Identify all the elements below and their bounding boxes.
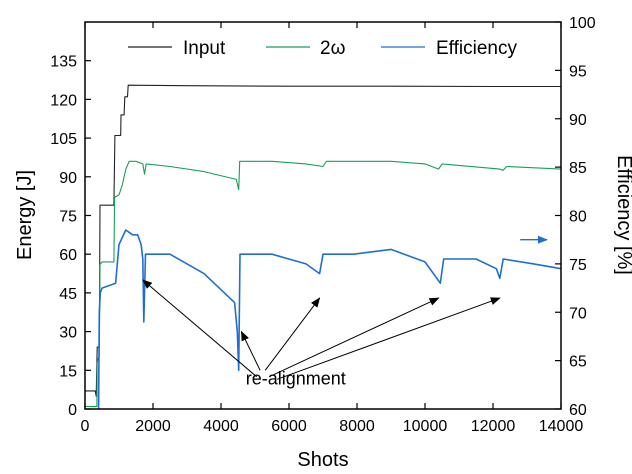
- re-alignment-label: re-alignment: [246, 368, 346, 388]
- y-left-tick-label: 90: [59, 170, 77, 187]
- y-left-tick-label: 105: [50, 131, 77, 148]
- y-right-tick-label: 85: [569, 160, 587, 177]
- y-right-tick-label: 100: [569, 15, 596, 32]
- re-alignment-arrow: [271, 297, 440, 376]
- y-axis-left-title: Energy [J]: [14, 170, 36, 260]
- y-left-tick-label: 120: [50, 92, 77, 109]
- legend-label-2omega: 2ω: [320, 38, 346, 59]
- y-left-tick-label: 75: [59, 209, 77, 226]
- series-layer: [85, 84, 562, 410]
- y-right-tick-label: 80: [569, 209, 587, 226]
- series-line-input: [85, 84, 561, 397]
- y-right-tick-label: 90: [569, 112, 587, 129]
- x-tick-label: 8000: [339, 418, 375, 435]
- y-left-tick-label: 135: [50, 54, 77, 71]
- x-tick-label: 0: [81, 418, 90, 435]
- re-alignment-arrow: [276, 297, 501, 380]
- re-alignment-arrow: [240, 330, 261, 371]
- y-left-tick-label: 15: [59, 363, 77, 380]
- ticks-layer: 0 2000 4000 6000 8000 10000 12000 14000 0 15 30 45 6…: [50, 15, 596, 435]
- y-left-tick-label: 60: [59, 247, 77, 264]
- series-line-efficiency: [97, 229, 562, 410]
- x-tick-label: 12000: [471, 418, 516, 435]
- y-right-tick-label: 95: [569, 63, 587, 80]
- plot-frame: [84, 21, 562, 410]
- x-axis-title: Shots: [297, 449, 348, 471]
- y-right-tick-label: 70: [569, 305, 587, 322]
- x-tick-label: 6000: [271, 418, 307, 435]
- y-left-tick-label: 30: [59, 325, 77, 342]
- y-right-tick-label: 75: [569, 257, 587, 274]
- legend-label-input: Input: [183, 38, 226, 59]
- x-tick-label: 4000: [203, 418, 239, 435]
- y-axis-right-title: Efficiency [%]: [613, 155, 632, 275]
- y-left-tick-label: 0: [68, 402, 77, 419]
- y-right-tick-label: 60: [569, 402, 587, 419]
- re-alignment-arrow: [264, 297, 321, 371]
- re-alignment-arrow: [142, 279, 258, 378]
- x-tick-label: 10000: [403, 418, 448, 435]
- x-tick-label: 14000: [539, 418, 584, 435]
- x-tick-label: 2000: [135, 418, 171, 435]
- legend: Input 2ω Efficiency: [128, 38, 517, 59]
- annotation-layer: re-alignment: [142, 235, 548, 388]
- y-left-tick-label: 45: [59, 286, 77, 303]
- y-right-tick-label: 65: [569, 354, 587, 371]
- legend-label-efficiency: Efficiency: [436, 38, 517, 59]
- series-line-2: [85, 160, 562, 407]
